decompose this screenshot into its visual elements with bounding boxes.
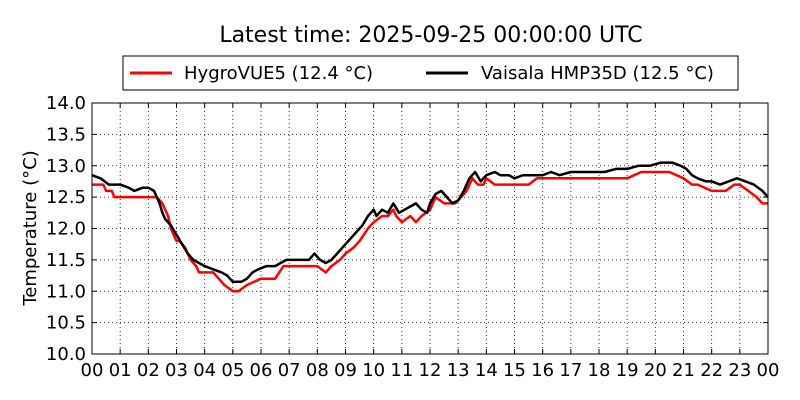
- x-tick-label: 01: [109, 360, 132, 381]
- y-tick-label: 11.5: [46, 250, 86, 271]
- x-axis: 00 01 02 03 04 05 06 07 08 09 10 11 12 13 14 15 16 17 18 19…: [81, 103, 780, 381]
- data-series: [91, 161, 769, 293]
- legend-label-hygrovue5: HygroVUE5 (12.4 °C): [184, 63, 373, 84]
- x-tick-label: 22: [700, 360, 723, 381]
- grid: [92, 103, 768, 354]
- x-tick-label: 07: [278, 360, 301, 381]
- x-tick-label: 05: [221, 360, 244, 381]
- x-tick-label: 21: [672, 360, 695, 381]
- x-tick-label: 08: [306, 360, 329, 381]
- x-tick-label: 06: [250, 360, 273, 381]
- y-tick-label: 14.0: [46, 93, 86, 114]
- y-tick-label: 10.0: [46, 344, 86, 365]
- x-tick-label: 00: [757, 360, 780, 381]
- y-tick-label: 13.5: [46, 124, 86, 145]
- x-tick-label: 19: [616, 360, 639, 381]
- x-tick-label: 09: [334, 360, 357, 381]
- y-tick-label: 13.0: [46, 156, 86, 177]
- x-tick-label: 17: [559, 360, 582, 381]
- series-line-hygrovue5: [92, 170, 768, 293]
- y-tick-label: 10.5: [46, 313, 86, 334]
- y-tick-label: 12.0: [46, 219, 86, 240]
- y-axis-label: Temperature (°C): [20, 150, 41, 306]
- x-tick-label: 20: [644, 360, 667, 381]
- x-tick-label: 23: [728, 360, 751, 381]
- x-tick-label: 14: [475, 360, 498, 381]
- y-tick-label: 12.5: [46, 187, 86, 208]
- y-axis: 10.0 10.5 11.0 11.5 12.0 12.5 13.0 13.5 14.0: [46, 93, 768, 365]
- x-tick-label: 16: [531, 360, 554, 381]
- legend: HygroVUE5 (12.4 °C) Vaisala HMP35D (12.5…: [122, 55, 739, 91]
- plot-frame: [91, 102, 769, 355]
- y-tick-label: 11.0: [46, 281, 86, 302]
- x-tick-label: 12: [419, 360, 442, 381]
- legend-label-vaisala: Vaisala HMP35D (12.5 °C): [481, 63, 714, 84]
- x-tick-label: 15: [503, 360, 526, 381]
- series-line-vaisala: [91, 161, 769, 284]
- x-tick-label: 10: [362, 360, 385, 381]
- x-tick-label: 03: [165, 360, 188, 381]
- x-tick-label: 04: [193, 360, 216, 381]
- x-tick-label: 02: [137, 360, 160, 381]
- x-tick-label: 13: [447, 360, 470, 381]
- x-tick-label: 11: [390, 360, 413, 381]
- x-tick-label: 18: [588, 360, 611, 381]
- x-tick-label: 00: [81, 360, 104, 381]
- chart-title: Latest time: 2025-09-25 00:00:00 UTC: [219, 23, 642, 48]
